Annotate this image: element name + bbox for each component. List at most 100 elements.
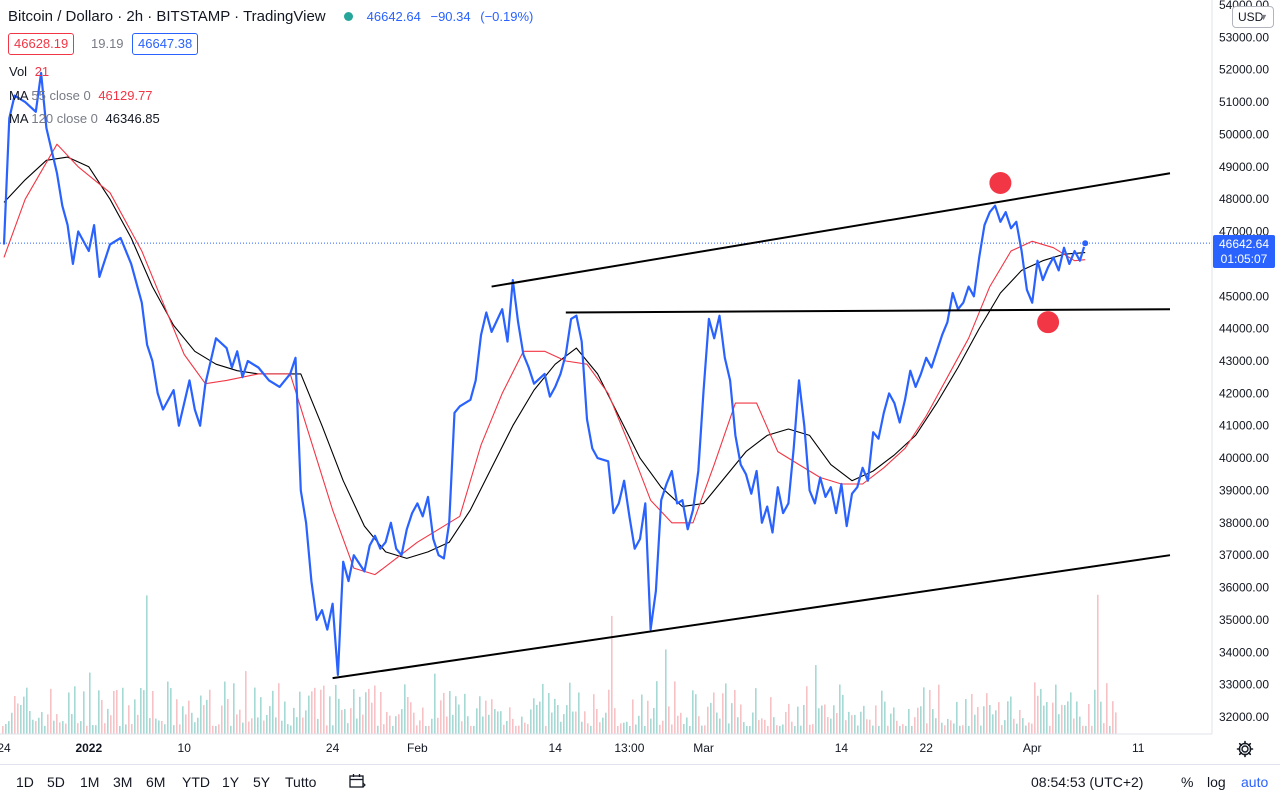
volume-bar (671, 724, 673, 734)
log-toggle[interactable]: log (1207, 774, 1226, 790)
ma120-legend[interactable]: MA 120 close 0 46346.85 (9, 111, 160, 126)
volume-bar (476, 708, 478, 734)
ma120-params: 120 close 0 (31, 111, 98, 126)
volume-bar (542, 683, 544, 734)
volume-bar (422, 707, 424, 734)
last-quote: 46642.64 −90.34 (−0.19%) (367, 9, 540, 24)
volume-bar (152, 690, 154, 734)
volume-bar (716, 712, 718, 734)
volume-bar (845, 720, 847, 734)
ma55-line[interactable] (3, 143, 1086, 576)
gear-icon[interactable] (1236, 740, 1254, 758)
volume-bar (647, 700, 649, 734)
volume-bar (134, 699, 136, 734)
auto-scale-toggle[interactable]: auto (1241, 774, 1269, 790)
price-line[interactable] (2, 71, 1087, 676)
volume-bar (1031, 723, 1033, 734)
volume-bar (587, 723, 589, 734)
volume-bar (503, 724, 505, 734)
range-6m[interactable]: 6M (146, 774, 166, 790)
ma55-params: 55 close 0 (31, 88, 91, 103)
price-change-pct: (−0.19%) (480, 9, 534, 24)
volume-bar (365, 692, 367, 734)
volume-bar (104, 723, 106, 734)
volume-bar (884, 701, 886, 734)
range-1d[interactable]: 1D (16, 774, 34, 790)
volume-label: Vol (9, 64, 28, 79)
volume-bar (866, 719, 868, 734)
volume-bar (608, 689, 610, 734)
volume-bar (227, 699, 229, 734)
volume-bar (572, 711, 574, 734)
volume-bar (410, 702, 412, 734)
volume-legend[interactable]: Vol 21 (9, 64, 49, 79)
range-all[interactable]: Tutto (285, 774, 317, 790)
volume-bar (704, 725, 706, 734)
volume-bar (959, 725, 961, 734)
bottom-marker[interactable] (1037, 311, 1060, 334)
x-tick-label: 14 (835, 741, 849, 755)
range-5d[interactable]: 5D (47, 774, 65, 790)
volume-bar (383, 724, 385, 734)
y-tick-label: 53000.00 (1219, 30, 1269, 44)
volume-bar (110, 715, 112, 734)
volume-bar (131, 724, 133, 734)
currency-select[interactable]: USD ▼ (1232, 6, 1274, 28)
y-tick-label: 41000.00 (1219, 419, 1269, 433)
volume-bar (938, 684, 940, 734)
volume-bar (377, 725, 379, 734)
volume-bar (176, 699, 178, 734)
volume-bar (119, 725, 121, 734)
volume-bar (158, 720, 160, 734)
ma55-legend[interactable]: MA 55 close 0 46129.77 (9, 88, 153, 103)
volume-bar (875, 705, 877, 734)
volume-bar (239, 709, 241, 734)
lower-channel-line[interactable] (332, 554, 1171, 680)
price-tag-value: 46642.64 (1218, 237, 1270, 251)
volume-bar (728, 723, 730, 734)
ma120-line[interactable] (3, 156, 1086, 559)
range-1y[interactable]: 1Y (222, 774, 240, 790)
time-axis[interactable]: 24 2022 10 24 Feb 14 13:00 Mar 14 22 Apr 11 (0, 741, 1145, 755)
y-tick-label: 33000.00 (1219, 678, 1269, 692)
volume-bar (887, 725, 889, 734)
volume-bar (965, 699, 967, 734)
volume-bar (968, 725, 970, 734)
x-tick-label: Apr (1023, 741, 1042, 755)
volume-bar (794, 725, 796, 734)
volume-bar (698, 716, 700, 734)
y-tick-label: 48000.00 (1219, 192, 1269, 206)
top-marker[interactable] (989, 172, 1012, 194)
resistance-line[interactable] (565, 308, 1171, 314)
volume-bar (362, 714, 364, 734)
volume-bar (116, 690, 118, 734)
clock-timezone[interactable]: 08:54:53 (UTC+2) (1031, 774, 1144, 790)
symbol-title[interactable]: Bitcoin / Dollaro · 2h · BITSTAMP · Trad… (8, 8, 326, 25)
volume-bar (656, 681, 658, 734)
volume-bar (701, 725, 703, 734)
volume-bar (320, 689, 322, 734)
x-tick-label: 11 (1132, 741, 1145, 755)
range-5y[interactable]: 5Y (253, 774, 271, 790)
volume-bar (944, 725, 946, 734)
volume-bar (1004, 720, 1006, 734)
volume-bar (221, 705, 223, 734)
range-3m[interactable]: 3M (113, 774, 133, 790)
volume-bar (44, 725, 46, 734)
sell-price-button[interactable]: 46628.19 (8, 33, 75, 55)
calendar-icon[interactable] (349, 773, 366, 789)
price-axis[interactable]: 54000.0053000.0052000.0051000.0050000.00… (1219, 0, 1269, 724)
range-1m[interactable]: 1M (80, 774, 100, 790)
volume-bar (368, 688, 370, 734)
range-ytd[interactable]: YTD (182, 774, 210, 790)
volume-bar (32, 719, 34, 734)
x-tick-label: 24 (0, 741, 11, 755)
volume-bar (725, 683, 727, 734)
volume-bar (902, 724, 904, 734)
upper-channel-line[interactable] (491, 172, 1171, 288)
buy-price-button[interactable]: 46647.38 (132, 33, 199, 55)
volume-bar (734, 689, 736, 734)
percent-toggle[interactable]: % (1181, 774, 1194, 790)
volume-bar (77, 723, 79, 734)
